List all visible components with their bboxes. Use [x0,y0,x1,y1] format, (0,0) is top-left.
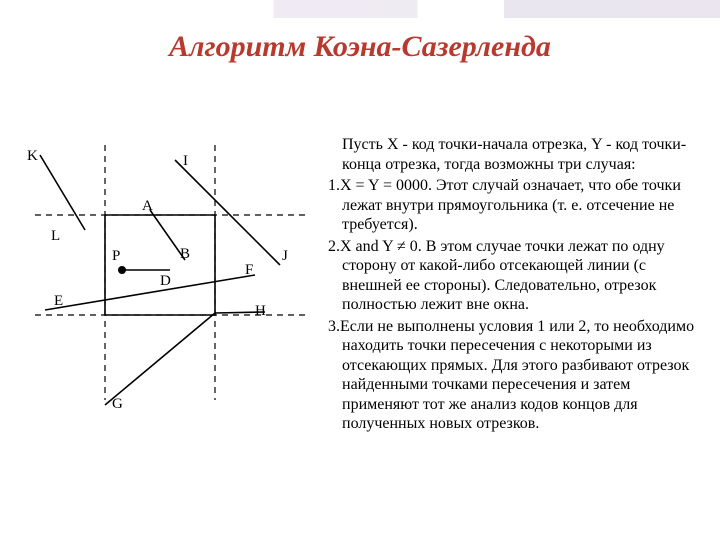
diagram-label-f: F [245,262,253,278]
diagram-label-h: H [255,303,266,319]
solid-line [105,313,215,405]
clipping-diagram: K L I A B J P D E F H G [20,140,320,420]
intro-paragraph: Пусть X - код точки-начала отрезка, Y - … [342,135,700,174]
solid-line [45,275,255,310]
list-item-3: 3.Если не выполнены условия 1 или 2, то … [320,317,700,434]
point-p [118,266,126,274]
decorative-top-bar [0,0,720,18]
solid-line [175,160,280,265]
diagram-label-b: B [180,246,190,262]
solid-line [40,155,85,230]
description-text: Пусть X - код точки-начала отрезка, Y - … [320,135,700,436]
list-item-1: 1.X = Y = 0000. Этот случай означает, чт… [320,176,700,235]
diagram-svg: K L I A B J P D E F H G [20,140,320,420]
diagram-label-a: A [142,198,153,214]
diagram-label-p: P [112,248,120,264]
diagram-label-k: K [27,148,38,164]
list-item-2: 2.X and Y ≠ 0. В этом случае точки лежат… [320,237,700,315]
diagram-label-l: L [51,228,60,244]
diagram-label-d: D [160,273,171,289]
diagram-label-j: J [282,248,288,264]
diagram-label-i: I [183,153,188,169]
diagram-label-e: E [54,293,63,309]
page-title: Алгоритм Коэна-Сазерленда [0,30,720,64]
diagram-label-g: G [112,396,123,412]
